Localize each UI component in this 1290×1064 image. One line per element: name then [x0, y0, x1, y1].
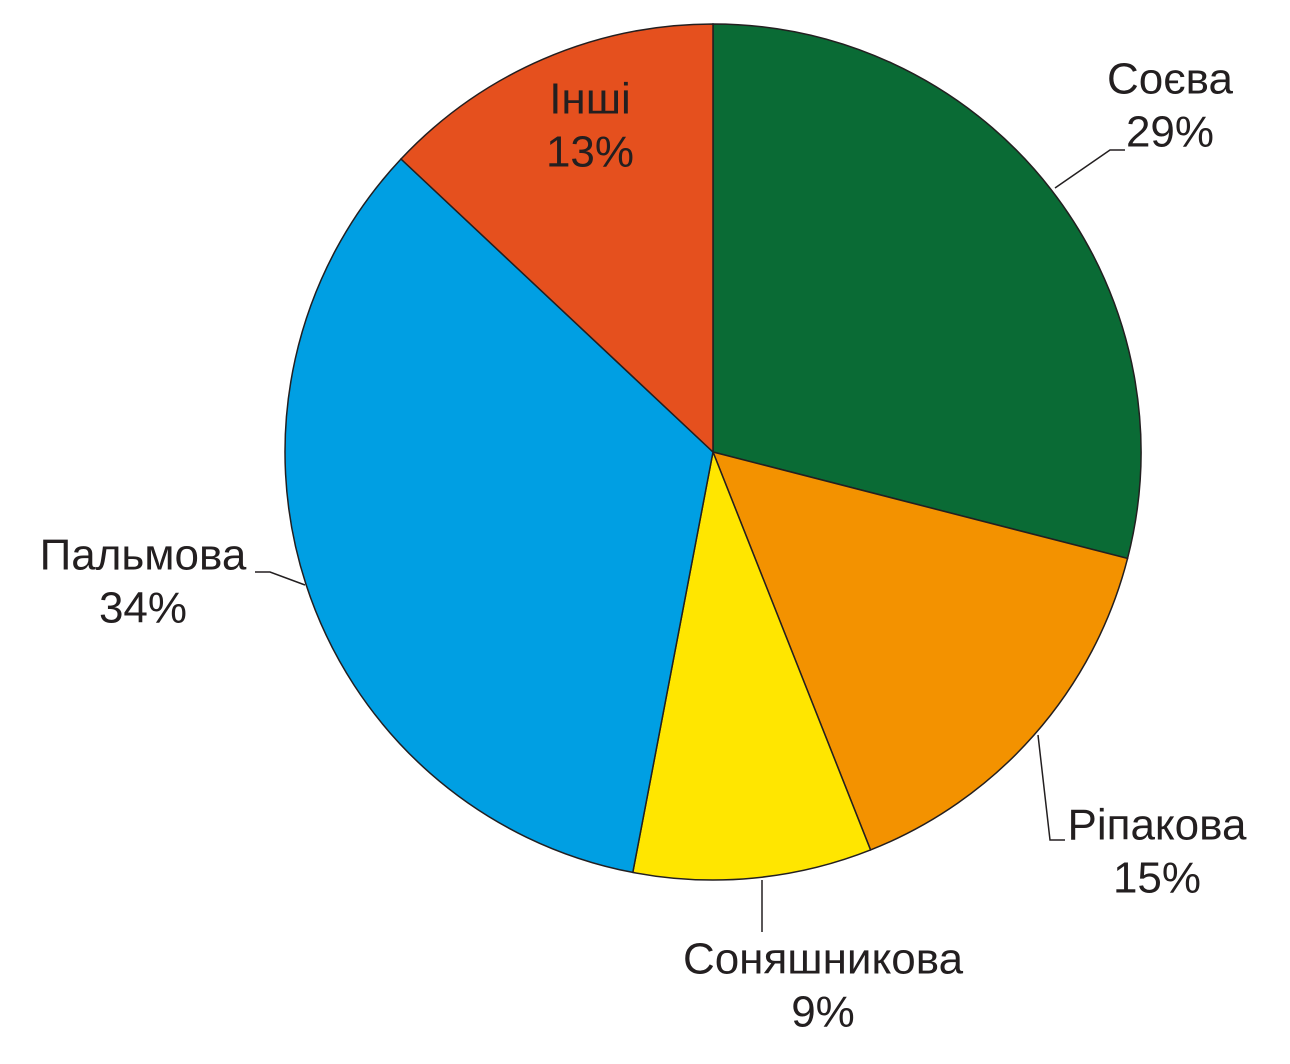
- value-label: 29%: [1126, 108, 1214, 157]
- value-label: 9%: [791, 988, 855, 1037]
- slice-label: Соєва: [1107, 55, 1234, 104]
- slice-label: Пальмова: [40, 531, 247, 580]
- leader-line: [255, 571, 306, 586]
- value-label: 34%: [99, 584, 187, 633]
- leader-line: [1037, 734, 1065, 841]
- slice-label: Ріпакова: [1068, 801, 1248, 850]
- pie-slice: [712, 23, 1142, 560]
- slice-label: Соняшникова: [683, 935, 964, 984]
- slice-label: Інші: [549, 75, 631, 124]
- pie-slice: [399, 23, 714, 454]
- value-label: 13%: [546, 128, 634, 177]
- pie-slice: [711, 450, 1129, 851]
- value-label: 15%: [1113, 854, 1201, 903]
- leader-line: [1054, 149, 1125, 189]
- pie-slice: [631, 449, 872, 881]
- pie-slice: [284, 157, 714, 874]
